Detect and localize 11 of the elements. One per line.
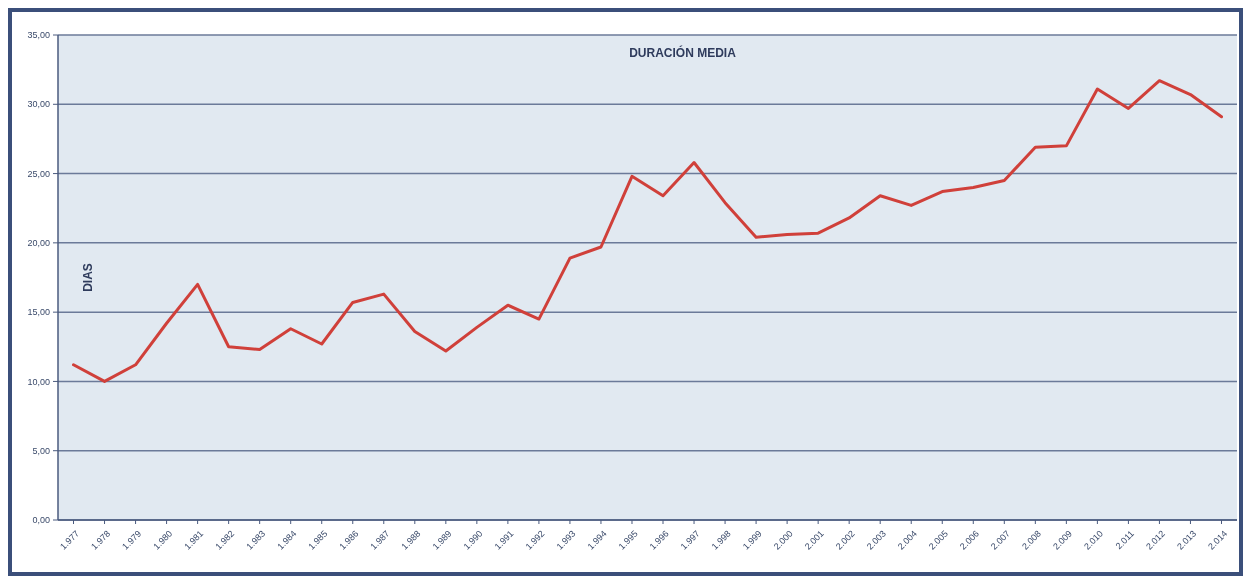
- y-tick-label: 0,00: [32, 515, 50, 526]
- line-series: [72, 79, 1223, 383]
- y-tick-label: 15,00: [27, 307, 50, 318]
- y-axis-title: DIAS: [81, 263, 95, 292]
- y-tick-label: 10,00: [27, 376, 50, 387]
- y-tick-label: 35,00: [27, 30, 50, 41]
- y-tick-label: 5,00: [32, 445, 50, 456]
- y-tick-label: 25,00: [27, 168, 50, 179]
- y-tick-label: 30,00: [27, 99, 50, 110]
- y-tick-label: 20,00: [27, 238, 50, 249]
- text: DURACIÓN MEDIA: [629, 45, 737, 60]
